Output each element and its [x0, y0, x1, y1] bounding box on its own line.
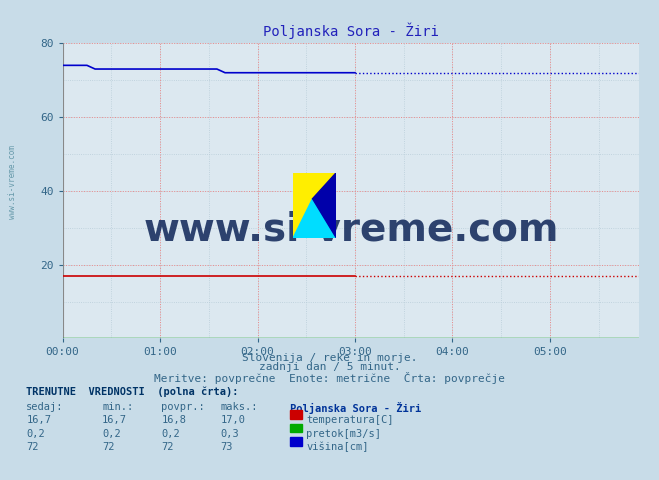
Text: www.si-vreme.com: www.si-vreme.com: [143, 210, 559, 248]
Polygon shape: [293, 199, 336, 238]
Text: 72: 72: [161, 442, 174, 452]
Title: Poljanska Sora - Žiri: Poljanska Sora - Žiri: [263, 23, 439, 39]
Text: TRENUTNE  VREDNOSTI  (polna črta):: TRENUTNE VREDNOSTI (polna črta):: [26, 386, 239, 397]
Text: 16,8: 16,8: [161, 415, 186, 425]
Text: zadnji dan / 5 minut.: zadnji dan / 5 minut.: [258, 362, 401, 372]
Polygon shape: [312, 173, 336, 238]
Text: 0,2: 0,2: [26, 429, 45, 439]
Text: sedaj:: sedaj:: [26, 402, 64, 412]
Text: 16,7: 16,7: [26, 415, 51, 425]
Text: Poljanska Sora - Žiri: Poljanska Sora - Žiri: [290, 402, 421, 414]
Text: Slovenija / reke in morje.: Slovenija / reke in morje.: [242, 353, 417, 363]
Text: maks.:: maks.:: [221, 402, 258, 412]
Text: 0,2: 0,2: [102, 429, 121, 439]
Text: 0,3: 0,3: [221, 429, 239, 439]
Text: 72: 72: [26, 442, 39, 452]
Text: 73: 73: [221, 442, 233, 452]
Text: Meritve: povprečne  Enote: metrične  Črta: povprečje: Meritve: povprečne Enote: metrične Črta:…: [154, 372, 505, 384]
Text: temperatura[C]: temperatura[C]: [306, 415, 394, 425]
Text: povpr.:: povpr.:: [161, 402, 205, 412]
Text: 0,2: 0,2: [161, 429, 180, 439]
Text: 72: 72: [102, 442, 115, 452]
Text: min.:: min.:: [102, 402, 133, 412]
Text: 16,7: 16,7: [102, 415, 127, 425]
Text: višina[cm]: višina[cm]: [306, 442, 369, 453]
Text: www.si-vreme.com: www.si-vreme.com: [8, 145, 17, 219]
Text: 17,0: 17,0: [221, 415, 246, 425]
Text: pretok[m3/s]: pretok[m3/s]: [306, 429, 382, 439]
